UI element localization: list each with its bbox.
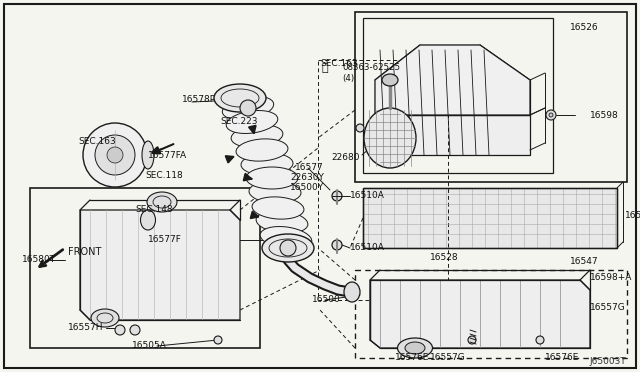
Text: SEC.118: SEC.118 (145, 170, 183, 180)
Bar (363, 18, 553, 173)
Ellipse shape (141, 210, 156, 230)
Circle shape (115, 325, 125, 335)
Text: 16577FA: 16577FA (148, 151, 187, 160)
Circle shape (536, 336, 544, 344)
Text: (4): (4) (342, 74, 354, 83)
Ellipse shape (262, 234, 314, 262)
Text: SEC.163: SEC.163 (78, 138, 116, 147)
Bar (355, 270, 627, 358)
Circle shape (130, 325, 140, 335)
Text: 16598+A: 16598+A (590, 273, 632, 282)
Circle shape (107, 147, 123, 163)
Ellipse shape (382, 74, 398, 86)
Polygon shape (80, 210, 240, 320)
Text: 22630Y: 22630Y (290, 173, 324, 183)
Bar (375, 115, 530, 155)
Polygon shape (370, 280, 590, 348)
Ellipse shape (214, 84, 266, 112)
Bar (363, 188, 617, 248)
Text: 16505A: 16505A (132, 341, 167, 350)
Bar (30, 188, 260, 348)
Text: 16557H: 16557H (68, 324, 104, 333)
Text: SEC.163: SEC.163 (320, 60, 358, 68)
Text: SEC.148: SEC.148 (135, 205, 173, 215)
Text: 16500Y: 16500Y (290, 183, 324, 192)
Text: 22680: 22680 (332, 154, 360, 163)
Ellipse shape (226, 110, 278, 134)
Ellipse shape (260, 227, 312, 250)
Text: 16547: 16547 (570, 257, 598, 266)
Ellipse shape (364, 108, 416, 168)
Text: 08363-62525: 08363-62525 (342, 64, 400, 73)
Ellipse shape (252, 197, 304, 219)
Ellipse shape (344, 282, 360, 302)
Circle shape (83, 123, 147, 187)
Text: 16580T: 16580T (22, 256, 56, 264)
Circle shape (356, 124, 364, 132)
Text: 16510A: 16510A (350, 192, 385, 201)
Text: 16528: 16528 (430, 253, 459, 263)
Ellipse shape (91, 309, 119, 327)
Circle shape (549, 113, 553, 117)
Text: 16577F: 16577F (148, 235, 182, 244)
Ellipse shape (246, 167, 298, 189)
Text: 16500: 16500 (312, 295, 340, 305)
Ellipse shape (236, 139, 288, 161)
Text: 16546: 16546 (625, 211, 640, 219)
Polygon shape (375, 45, 530, 115)
Ellipse shape (249, 181, 301, 203)
Text: FRONT: FRONT (68, 247, 101, 257)
Text: 16576E: 16576E (395, 353, 429, 362)
Text: SEC.223: SEC.223 (220, 118, 257, 126)
Ellipse shape (231, 125, 283, 147)
Text: 16598: 16598 (590, 110, 619, 119)
Ellipse shape (397, 338, 433, 358)
Text: 16510A: 16510A (350, 244, 385, 253)
Ellipse shape (405, 342, 425, 354)
Bar (355, 12, 627, 182)
Circle shape (280, 240, 296, 256)
Text: 16578P: 16578P (182, 94, 216, 103)
Circle shape (546, 110, 556, 120)
Text: J65003T: J65003T (589, 357, 626, 366)
Text: 16557G: 16557G (430, 353, 466, 362)
Ellipse shape (222, 96, 274, 120)
Text: Ⓢ: Ⓢ (322, 63, 328, 73)
Bar (318, 60, 448, 300)
Circle shape (332, 240, 342, 250)
Ellipse shape (256, 211, 308, 233)
Circle shape (95, 135, 135, 175)
Text: 16557G: 16557G (590, 304, 626, 312)
Text: 16576E: 16576E (545, 353, 579, 362)
Text: 16577: 16577 (295, 164, 324, 173)
Circle shape (240, 100, 256, 116)
Ellipse shape (241, 153, 293, 175)
Circle shape (332, 191, 342, 201)
Text: 16526: 16526 (570, 23, 598, 32)
Circle shape (468, 336, 476, 344)
Bar (363, 188, 617, 248)
Circle shape (214, 336, 222, 344)
Ellipse shape (142, 141, 154, 169)
Ellipse shape (147, 192, 177, 212)
